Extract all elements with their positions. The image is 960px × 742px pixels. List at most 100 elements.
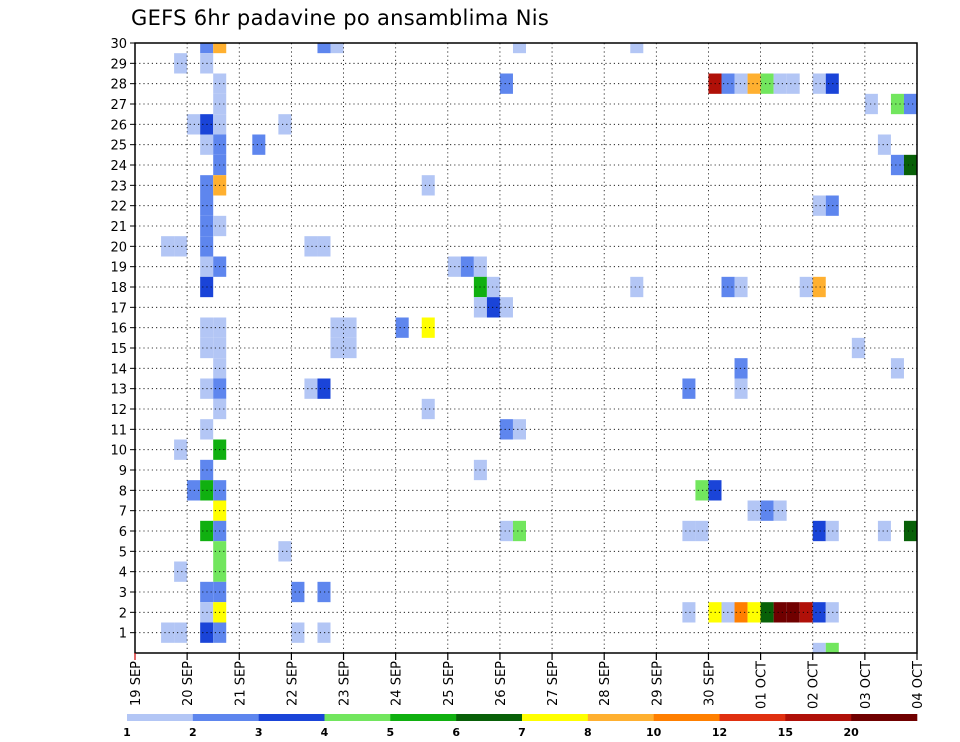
heatmap-cell xyxy=(786,73,800,94)
heatmap-cell xyxy=(330,43,344,54)
heatmap-cell xyxy=(499,520,513,542)
y-tick-label: 17 xyxy=(110,301,127,316)
x-tick-label: 26 SEP xyxy=(494,661,509,706)
heatmap-cell xyxy=(278,541,292,562)
heatmap-cell xyxy=(903,520,917,542)
heatmap-cell xyxy=(747,73,761,94)
grid-lines xyxy=(135,43,917,653)
y-tick-label: 18 xyxy=(110,281,127,296)
heatmap-cell xyxy=(734,276,748,298)
legend-swatch xyxy=(587,714,654,721)
heatmap-cell xyxy=(890,93,904,115)
heatmap-cell xyxy=(825,642,839,653)
heatmap-cell xyxy=(512,520,526,542)
heatmap-cell xyxy=(760,602,774,623)
x-tick-label: 22 SEP xyxy=(285,661,300,706)
x-tick-label: 03 OCT xyxy=(859,661,874,709)
heatmap-cell xyxy=(812,276,826,298)
legend-swatch xyxy=(127,714,194,721)
heatmap-cell xyxy=(734,73,748,94)
heatmap-cell xyxy=(864,93,878,115)
heatmap-cell xyxy=(213,43,227,54)
y-tick-label: 23 xyxy=(110,179,127,194)
y-tick-label: 30 xyxy=(110,37,127,52)
heatmap-cell xyxy=(682,602,696,623)
y-tick-label: 2 xyxy=(119,606,127,621)
y-tick-label: 12 xyxy=(110,403,127,418)
y-tick-label: 5 xyxy=(119,545,127,560)
heatmap-cell xyxy=(773,73,787,94)
heatmap-cell xyxy=(786,602,800,623)
x-tick-label: 27 SEP xyxy=(546,661,561,706)
y-tick-label: 24 xyxy=(110,159,127,174)
heatmap-cell xyxy=(747,602,761,623)
legend-swatch xyxy=(258,714,325,721)
y-tick-label: 19 xyxy=(110,261,127,276)
heatmap-cell xyxy=(512,419,526,440)
x-tick-label: 23 SEP xyxy=(338,661,353,706)
heatmap-cell xyxy=(773,500,787,521)
y-tick-label: 9 xyxy=(119,464,127,479)
heatmap-cell xyxy=(421,317,435,338)
legend-swatch xyxy=(851,714,918,721)
heatmap-cell xyxy=(252,134,266,155)
y-tick-label: 28 xyxy=(110,78,127,93)
heatmap-cell xyxy=(773,602,787,623)
heatmap-cell xyxy=(317,43,331,54)
heatmap-cell xyxy=(799,602,813,623)
heatmap-cell xyxy=(512,43,526,54)
heatmap-cell xyxy=(890,358,904,379)
x-tick-label: 20 SEP xyxy=(181,661,196,706)
heatmap-cell xyxy=(734,378,748,399)
heatmap-cell xyxy=(317,236,331,257)
heatmap-cell xyxy=(486,276,500,298)
y-tick-label: 22 xyxy=(110,200,127,215)
y-tick-label: 26 xyxy=(110,118,127,133)
heatmap-cell xyxy=(630,43,644,54)
heatmap-cell xyxy=(187,480,201,501)
heatmap-cell xyxy=(812,73,826,94)
x-tick-label: 01 OCT xyxy=(755,661,770,709)
heatmap-cell xyxy=(760,73,774,94)
heatmap-cell xyxy=(812,520,826,542)
legend-swatch xyxy=(324,714,391,721)
legend-label: 20 xyxy=(844,726,860,739)
heatmap-cell xyxy=(174,439,188,460)
heatmap-cell xyxy=(486,297,500,318)
y-tick-label: 15 xyxy=(110,342,127,357)
heatmap-cell xyxy=(304,236,318,257)
legend-swatch xyxy=(653,714,720,721)
y-tick-label: 11 xyxy=(110,423,127,438)
heatmap-cell xyxy=(161,236,175,257)
x-tick-label: 02 OCT xyxy=(807,661,822,709)
x-tick-label: 30 SEP xyxy=(702,661,717,706)
heatmap-cell xyxy=(317,378,331,399)
heatmap-cell xyxy=(903,93,917,115)
heatmap-cell xyxy=(421,398,435,420)
legend-label: 6 xyxy=(452,726,460,739)
heatmap-cell xyxy=(890,154,904,176)
heatmap-cell xyxy=(903,154,917,176)
heatmap-cell xyxy=(200,43,214,54)
y-tick-label: 16 xyxy=(110,322,127,337)
y-tick-label: 4 xyxy=(119,566,127,581)
x-tick-label: 25 SEP xyxy=(442,661,457,706)
y-tick-label: 14 xyxy=(110,362,127,377)
x-tick-label: 21 SEP xyxy=(233,661,248,706)
heatmap-cell xyxy=(174,561,188,582)
heatmap-cell xyxy=(421,175,435,196)
heatmap-cell xyxy=(734,358,748,379)
legend-swatch xyxy=(719,714,786,721)
heatmap-cell xyxy=(161,622,175,643)
color-legend: 1 2 3 4 5 6 7 8 10 12 15 20 xyxy=(123,714,918,739)
y-tick-label: 21 xyxy=(110,220,127,235)
x-tick-label: 19 SEP xyxy=(129,661,144,706)
legend-swatch xyxy=(192,714,259,721)
heatmap-cell xyxy=(499,297,513,318)
y-tick-label: 13 xyxy=(110,383,127,398)
y-tick-label: 8 xyxy=(119,484,127,499)
legend-swatch xyxy=(456,714,523,721)
legend-label: 12 xyxy=(712,726,727,739)
heatmap-cell xyxy=(291,581,305,603)
